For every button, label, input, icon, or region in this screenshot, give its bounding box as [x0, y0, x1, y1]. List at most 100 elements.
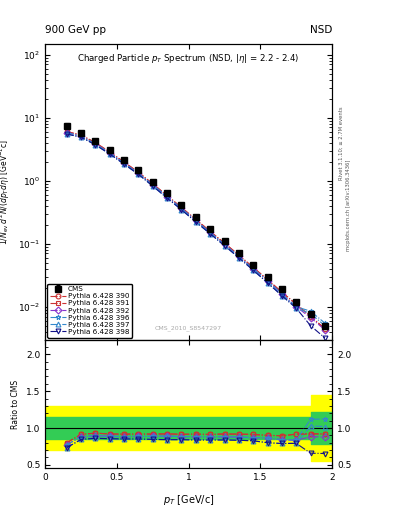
Pythia 6.428 398: [122, 161, 127, 167]
Pythia 6.428 398: [222, 243, 227, 249]
Pythia 6.428 398: [79, 134, 83, 140]
Pythia 6.428 398: [323, 335, 327, 341]
Pythia 6.428 396: [64, 130, 69, 136]
Pythia 6.428 397: [323, 323, 327, 329]
Pythia 6.428 396: [279, 291, 284, 297]
Pythia 6.428 397: [122, 161, 127, 167]
Pythia 6.428 396: [251, 266, 255, 272]
Pythia 6.428 397: [64, 131, 69, 137]
Pythia 6.428 391: [165, 193, 169, 199]
Pythia 6.428 391: [122, 159, 127, 165]
Pythia 6.428 392: [165, 194, 169, 200]
Line: Pythia 6.428 396: Pythia 6.428 396: [64, 130, 327, 326]
Pythia 6.428 397: [251, 267, 255, 273]
Pythia 6.428 398: [93, 142, 98, 148]
Pythia 6.428 390: [179, 204, 184, 210]
Pythia 6.428 390: [122, 159, 127, 165]
Pythia 6.428 397: [93, 142, 98, 148]
Text: 900 GeV pp: 900 GeV pp: [45, 25, 106, 35]
Pythia 6.428 396: [93, 141, 98, 147]
Pythia 6.428 396: [193, 218, 198, 224]
Pythia 6.428 392: [222, 241, 227, 247]
Pythia 6.428 390: [79, 132, 83, 138]
Pythia 6.428 397: [208, 231, 213, 237]
Pythia 6.428 396: [122, 160, 127, 166]
Pythia 6.428 391: [237, 252, 241, 258]
Y-axis label: Ratio to CMS: Ratio to CMS: [11, 379, 20, 429]
Pythia 6.428 396: [323, 320, 327, 326]
Pythia 6.428 396: [222, 241, 227, 247]
Pythia 6.428 396: [165, 194, 169, 200]
Pythia 6.428 391: [265, 276, 270, 283]
Pythia 6.428 392: [265, 278, 270, 284]
Pythia 6.428 397: [308, 310, 313, 316]
Line: Pythia 6.428 397: Pythia 6.428 397: [64, 132, 327, 328]
Pythia 6.428 396: [208, 229, 213, 236]
Text: Charged Particle $p_T$ Spectrum (NSD, $|\eta|$ = 2.2 - 2.4): Charged Particle $p_T$ Spectrum (NSD, $|…: [77, 52, 300, 66]
Pythia 6.428 391: [308, 313, 313, 319]
Pythia 6.428 397: [222, 243, 227, 249]
Pythia 6.428 392: [294, 304, 299, 310]
Line: Pythia 6.428 391: Pythia 6.428 391: [64, 129, 327, 331]
Pythia 6.428 397: [136, 172, 141, 178]
Pythia 6.428 398: [64, 131, 69, 137]
Pythia 6.428 391: [93, 140, 98, 146]
Pythia 6.428 391: [251, 264, 255, 270]
Pythia 6.428 397: [294, 305, 299, 311]
Line: Pythia 6.428 398: Pythia 6.428 398: [64, 132, 327, 340]
Pythia 6.428 391: [208, 228, 213, 234]
Pythia 6.428 392: [93, 141, 98, 147]
Pythia 6.428 391: [179, 204, 184, 210]
Pythia 6.428 391: [323, 326, 327, 332]
Pythia 6.428 397: [279, 292, 284, 298]
Pythia 6.428 390: [64, 129, 69, 135]
Pythia 6.428 392: [122, 160, 127, 166]
Pythia 6.428 391: [279, 289, 284, 295]
Text: CMS_2010_S8547297: CMS_2010_S8547297: [155, 325, 222, 331]
Pythia 6.428 398: [237, 254, 241, 261]
Pythia 6.428 391: [294, 301, 299, 307]
Pythia 6.428 398: [107, 151, 112, 157]
Pythia 6.428 398: [265, 280, 270, 286]
Pythia 6.428 390: [151, 181, 155, 187]
Pythia 6.428 397: [179, 207, 184, 213]
Pythia 6.428 396: [308, 308, 313, 314]
Pythia 6.428 398: [251, 267, 255, 273]
Pythia 6.428 392: [136, 170, 141, 176]
Pythia 6.428 392: [179, 205, 184, 211]
Pythia 6.428 398: [279, 292, 284, 298]
Pythia 6.428 390: [165, 193, 169, 199]
Pythia 6.428 392: [193, 218, 198, 224]
Pythia 6.428 390: [107, 149, 112, 155]
Pythia 6.428 391: [222, 240, 227, 246]
Pythia 6.428 396: [179, 205, 184, 211]
Pythia 6.428 391: [136, 169, 141, 175]
Pythia 6.428 391: [64, 129, 69, 135]
Pythia 6.428 390: [193, 217, 198, 223]
Pythia 6.428 398: [151, 183, 155, 189]
Pythia 6.428 390: [323, 326, 327, 332]
Pythia 6.428 390: [251, 264, 255, 270]
Pythia 6.428 397: [79, 134, 83, 140]
Pythia 6.428 396: [136, 170, 141, 176]
Pythia 6.428 397: [193, 219, 198, 225]
Y-axis label: $1/N_\mathrm{ev}\;d^2N/(dp_T d\eta)$ [GeV$^{-1}$c]: $1/N_\mathrm{ev}\;d^2N/(dp_T d\eta)$ [Ge…: [0, 139, 13, 245]
Pythia 6.428 390: [279, 289, 284, 295]
Text: Rivet 3.1.10; ≥ 2.7M events: Rivet 3.1.10; ≥ 2.7M events: [339, 106, 344, 180]
Pythia 6.428 391: [151, 181, 155, 187]
Pythia 6.428 392: [79, 133, 83, 139]
Pythia 6.428 396: [265, 278, 270, 284]
Pythia 6.428 396: [107, 150, 112, 156]
Pythia 6.428 391: [107, 149, 112, 155]
Pythia 6.428 398: [308, 323, 313, 329]
Pythia 6.428 392: [308, 315, 313, 321]
Text: $p_T$ [GeV/c]: $p_T$ [GeV/c]: [163, 493, 215, 507]
Pythia 6.428 392: [208, 229, 213, 236]
Text: NSD: NSD: [310, 25, 332, 35]
Pythia 6.428 392: [323, 327, 327, 333]
Pythia 6.428 390: [136, 169, 141, 175]
Pythia 6.428 397: [151, 183, 155, 189]
Line: Pythia 6.428 390: Pythia 6.428 390: [64, 129, 327, 331]
Line: Pythia 6.428 392: Pythia 6.428 392: [64, 130, 327, 332]
Legend: CMS, Pythia 6.428 390, Pythia 6.428 391, Pythia 6.428 392, Pythia 6.428 396, Pyt: CMS, Pythia 6.428 390, Pythia 6.428 391,…: [48, 284, 132, 337]
